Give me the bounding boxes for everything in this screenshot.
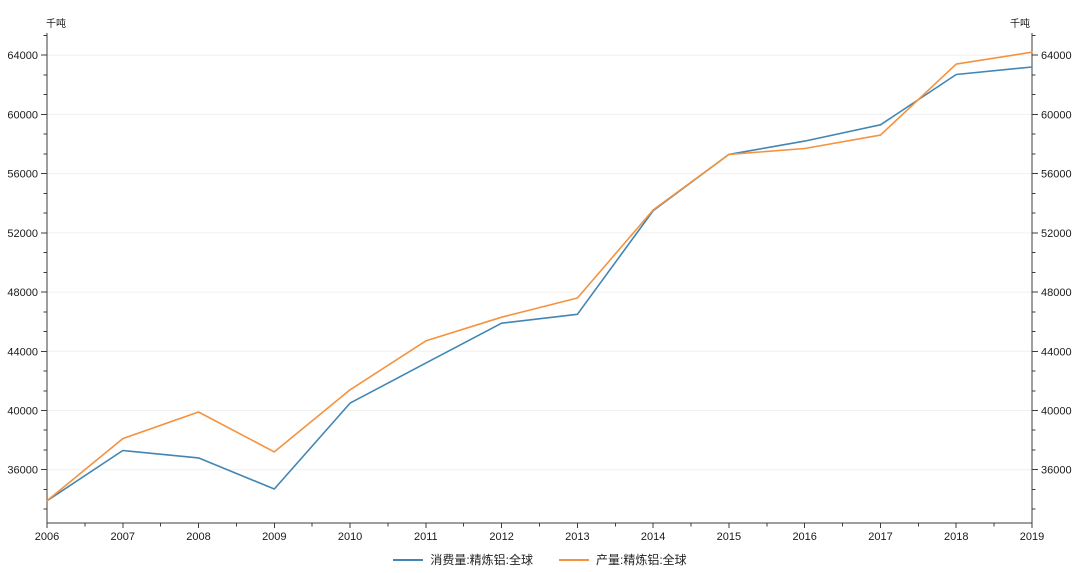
- legend-label-consumption: 消费量:精炼铝:全球: [430, 553, 533, 567]
- series-lines: [46, 51, 1033, 502]
- x-axis-ticks: [46, 523, 1033, 528]
- y-tick-label-right: 36000: [1041, 465, 1072, 477]
- y-tick-label-left: 64000: [7, 50, 38, 62]
- y-axis-labels: 36000 36000 40000 40000 44000 44000 48000 48000…: [7, 50, 1071, 477]
- legend-label-production: 产量:精炼铝:全球: [596, 553, 687, 567]
- series-line-0: [46, 66, 1033, 502]
- gridlines: [47, 54, 1032, 471]
- x-tick-label: 2006: [35, 531, 59, 543]
- x-tick-label: 2017: [868, 531, 892, 543]
- y-tick-label-right: 52000: [1041, 228, 1072, 240]
- legend-item-consumption[interactable]: 消费量:精炼铝:全球: [393, 551, 533, 568]
- legend-line-production-icon: [559, 558, 589, 561]
- x-tick-label: 2008: [186, 531, 210, 543]
- y-tick-label-right: 56000: [1041, 169, 1072, 181]
- y-tick-label-right: 60000: [1041, 109, 1072, 121]
- x-tick-label: 2015: [717, 531, 741, 543]
- x-tick-label: 2010: [338, 531, 362, 543]
- x-tick-label: 2014: [641, 531, 665, 543]
- series-line-1: [46, 51, 1033, 502]
- y-tick-label-left: 48000: [7, 287, 38, 299]
- y-axis-unit-left: 千吨: [46, 19, 66, 30]
- y-axis-unit-right: 千吨: [1010, 19, 1030, 30]
- y-tick-label-left: 36000: [7, 465, 38, 477]
- x-tick-label: 2016: [792, 531, 816, 543]
- y-tick-label-right: 64000: [1041, 50, 1072, 62]
- x-tick-label: 2012: [489, 531, 513, 543]
- legend-line-consumption-icon: [393, 558, 424, 561]
- axes: [46, 33, 1033, 524]
- x-tick-label: 2007: [111, 531, 135, 543]
- x-tick-label: 2018: [944, 531, 968, 543]
- legend-item-production[interactable]: 产量:精炼铝:全球: [559, 551, 687, 568]
- x-axis-labels: 2006 2007 2008 2009 2010 2011 2012 2013 2014 2015…: [35, 531, 1044, 543]
- y-tick-label-right: 44000: [1041, 346, 1072, 358]
- y-tick-label-left: 52000: [7, 228, 38, 240]
- chart-legend: 消费量:精炼铝:全球 产量:精炼铝:全球: [0, 551, 1080, 568]
- x-tick-label: 2013: [565, 531, 589, 543]
- y-tick-label-right: 40000: [1041, 405, 1072, 417]
- y-tick-label-left: 56000: [7, 169, 38, 181]
- y-tick-label-left: 60000: [7, 109, 38, 121]
- y-tick-label-right: 48000: [1041, 287, 1072, 299]
- x-tick-label: 2011: [414, 531, 438, 543]
- x-tick-label: 2019: [1020, 531, 1044, 543]
- y-tick-label-left: 40000: [7, 405, 38, 417]
- y-axis-ticks: [41, 34, 1038, 510]
- y-tick-label-left: 44000: [7, 346, 38, 358]
- x-tick-label: 2009: [262, 531, 286, 543]
